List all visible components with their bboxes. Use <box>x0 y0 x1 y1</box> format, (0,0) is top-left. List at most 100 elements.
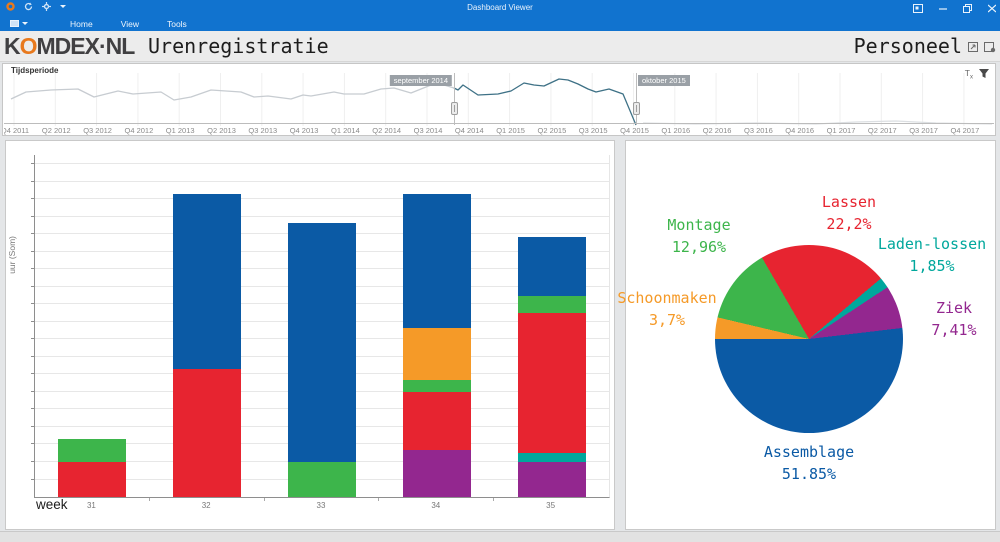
pie-label-assemblage: Assemblage 51.85% <box>763 443 855 483</box>
activity-distribution-pie-panel: Schoonmaken 3,7% Montage 12,96% Lassen 22,2% L… <box>617 140 996 530</box>
y-tick <box>31 338 35 340</box>
pie-chart[interactable] <box>715 245 903 433</box>
pie-label-ziek: Ziek 7,41% <box>931 299 977 339</box>
pie-label-lassen: Lassen 22,2% <box>821 193 877 233</box>
menu-item-tools[interactable]: Tools <box>166 18 187 29</box>
bar-segment-montage[interactable] <box>517 295 586 314</box>
bar-segment-ziek[interactable] <box>517 461 586 497</box>
refresh-icon[interactable] <box>24 2 33 11</box>
header-icons <box>967 40 996 58</box>
filter-funnel-icon[interactable] <box>979 65 989 83</box>
bar-segment-assemblage[interactable] <box>402 193 471 328</box>
app-window-icon <box>10 20 19 27</box>
x-tick <box>263 498 265 501</box>
dashboard-title: Urenregistratie <box>148 34 329 58</box>
bar-segment-lassen[interactable] <box>517 313 586 454</box>
bar-segment-montage[interactable] <box>288 461 356 497</box>
y-tick <box>31 198 35 200</box>
menu-item-home[interactable]: Home <box>70 18 93 29</box>
bar-segment-assemblage[interactable] <box>173 193 242 369</box>
menu-item-view[interactable]: View <box>120 18 139 29</box>
timeline-plot[interactable] <box>4 73 995 126</box>
gridline <box>35 163 609 165</box>
status-bar <box>0 531 1000 542</box>
bar-segment-assemblage[interactable] <box>517 237 586 296</box>
timeline-tick-label: Q3 2017 <box>909 126 938 135</box>
bar-segment-assemblage[interactable] <box>288 222 356 462</box>
komdex-logo: KOMDEX·NL <box>4 33 135 59</box>
range-end-handle[interactable] <box>633 73 640 125</box>
bar-segment-schoonmaken[interactable] <box>402 327 471 381</box>
range-start-handle[interactable] <box>451 73 458 125</box>
y-tick <box>31 285 35 287</box>
export-document-icon[interactable] <box>967 40 979 58</box>
document-settings-icon[interactable] <box>983 40 996 58</box>
bar-segment-laden-lossen[interactable] <box>517 453 586 462</box>
timeline-tick-label: Q4 2014 <box>454 126 484 135</box>
timeline-tick-label: Q2 2013 <box>207 126 236 135</box>
pie-label-montage: Montage 12,96% <box>667 216 731 256</box>
week-tick-label: 35 <box>546 501 556 510</box>
pie-label-schoonmaken: Schoonmaken 3,7% <box>617 289 717 329</box>
y-tick <box>31 233 35 235</box>
menu-bar: Home View Tools <box>0 16 1000 31</box>
y-tick <box>31 443 35 445</box>
y-tick <box>31 163 35 165</box>
week-tick-label: 32 <box>201 501 211 510</box>
x-tick <box>493 498 495 501</box>
timeline-tick-label: Q3 2013 <box>248 126 278 135</box>
y-tick <box>31 478 35 480</box>
timeline-tick-label: Q2 2016 <box>702 126 732 135</box>
y-tick <box>31 268 35 270</box>
range-end-label: oktober 2015 <box>638 75 690 86</box>
app-menu-button[interactable] <box>10 20 28 27</box>
y-tick <box>31 390 35 392</box>
timeline-tick-label: Q2 2014 <box>372 126 402 135</box>
logo-orange-o: O <box>19 33 38 59</box>
bar-segment-lassen[interactable] <box>173 368 242 497</box>
timeline-tick-label: Q4 2017 <box>950 126 980 135</box>
bar-segment-ziek[interactable] <box>402 450 471 497</box>
y-tick <box>31 320 35 322</box>
bar-segment-montage[interactable] <box>58 438 127 462</box>
y-tick <box>31 215 35 217</box>
gridline <box>35 215 609 217</box>
timeline-tick-label: Q2 2015 <box>537 126 567 135</box>
range-start-grip-icon[interactable] <box>451 102 458 115</box>
quick-access-toolbar <box>6 2 66 11</box>
ribbon-options-icon[interactable] <box>913 3 923 13</box>
minimize-icon[interactable] <box>939 4 947 13</box>
app-ring-icon[interactable] <box>6 2 15 11</box>
timeline-tick-label: Q4 2011 <box>4 126 30 135</box>
toolbar-dropdown-caret-icon[interactable] <box>60 5 66 8</box>
week-tick-label: 34 <box>431 501 441 510</box>
range-end-grip-icon[interactable] <box>633 102 640 115</box>
page-title: Personeel <box>853 34 962 58</box>
timeline-tick-label: Q1 2014 <box>331 126 360 135</box>
timeline-tick-label: Q1 2015 <box>496 126 525 135</box>
timeline-tick-label: Q1 2017 <box>826 126 856 135</box>
x-tick <box>378 498 380 501</box>
bar-segment-montage[interactable] <box>402 380 471 392</box>
timeline-tick-label: Q4 2012 <box>124 126 154 135</box>
gridline <box>35 198 609 200</box>
chevron-down-icon <box>22 22 28 25</box>
y-tick <box>31 373 35 375</box>
close-icon[interactable] <box>988 4 996 13</box>
timeline-tick-label: Q3 2015 <box>578 126 608 135</box>
restore-icon[interactable] <box>963 3 972 13</box>
settings-gear-icon[interactable] <box>42 2 51 11</box>
clear-filter-icon[interactable]: Tx <box>964 67 973 81</box>
bar-plot-area <box>31 155 610 498</box>
bar-chart-y-axis-title: uur (Som) <box>7 236 17 274</box>
x-tick <box>148 498 150 501</box>
bar-segment-lassen[interactable] <box>58 461 127 497</box>
bar-segment-lassen[interactable] <box>402 391 471 451</box>
timeline-tick-label: Q3 2016 <box>744 126 773 135</box>
pie-label-laden-lossen: Laden-lossen 1,85% <box>877 235 987 275</box>
window-controls <box>913 0 996 16</box>
y-tick <box>31 180 35 182</box>
window-title: Dashboard Viewer <box>467 3 533 12</box>
timeline-tick-label: Q2 2012 <box>41 126 71 135</box>
